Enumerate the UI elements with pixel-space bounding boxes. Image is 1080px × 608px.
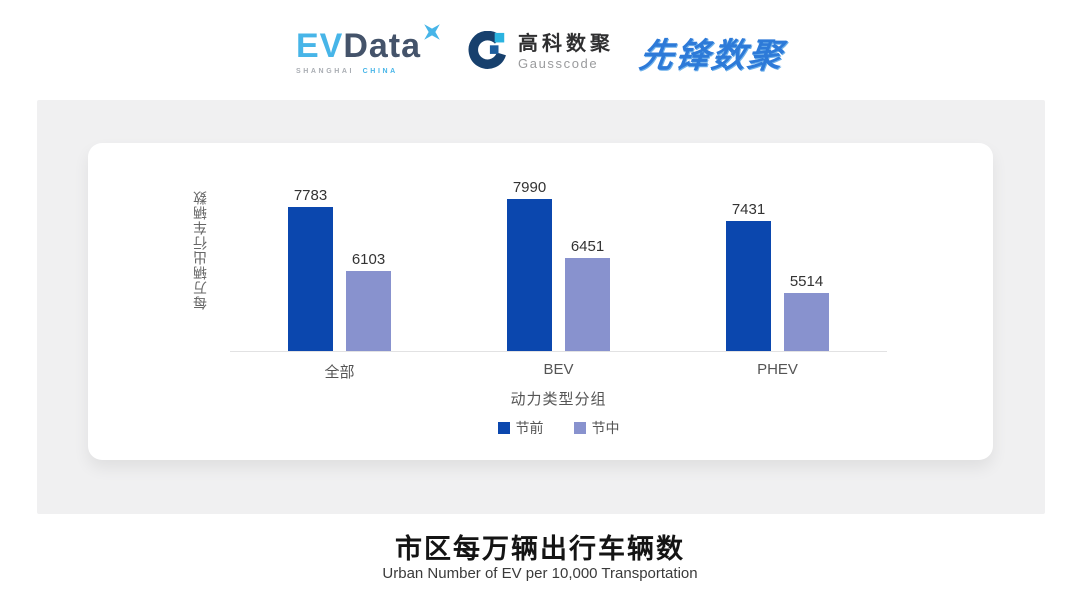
gausscode-en-text: Gausscode (518, 56, 599, 71)
bar-节前-全部 (288, 207, 333, 351)
bar-wrap-节中-全部: 6103 (346, 252, 391, 351)
legend-item-节中: 节中 (573, 418, 620, 438)
xianfeng-logo: 先锋数聚 (636, 36, 787, 75)
bar-value: 7431 (731, 201, 766, 218)
bar-wrap-节前-PHEV: 7431 (726, 202, 771, 351)
bar-节中-全部 (346, 271, 391, 351)
evdata-ev-text: EV (295, 27, 344, 65)
evdata-logo: EVData SHANGHAI CHINA (296, 24, 441, 75)
x-axis-label: 动力类型分组 (510, 391, 607, 408)
gausscode-logo: 高科数聚 Gausscode (467, 31, 614, 73)
bar-节中-PHEV (784, 293, 829, 351)
category-label: PHEV (757, 361, 798, 378)
plot-area: 7783 6103 7990 6451 7431 5514 (230, 162, 887, 352)
chart-title: 市区每万辆出行车辆数 (395, 534, 685, 564)
legend-label: 节中 (591, 420, 620, 436)
bar-wrap-节中-PHEV: 5514 (784, 274, 829, 351)
evdata-china-text: CHINA (362, 68, 398, 75)
evdata-wordmark: EVData (296, 29, 421, 63)
legend: 节前 节中 (230, 418, 887, 438)
bar-group-全部: 7783 6103 (230, 162, 449, 351)
gausscode-g-icon (468, 31, 506, 69)
evdata-subtitle: SHANGHAI CHINA (296, 68, 421, 75)
category-label: BEV (543, 361, 574, 378)
chart-subtitle: Urban Number of EV per 10,000 Transporta… (382, 565, 698, 582)
bar-wrap-节前-BEV: 7990 (507, 180, 552, 351)
bar-value: 7990 (512, 179, 547, 196)
bar-wrap-节中-BEV: 6451 (565, 239, 610, 351)
bar-节前-PHEV (726, 221, 771, 351)
legend-label: 节前 (515, 420, 544, 436)
gausscode-cn-text: 高科数聚 (518, 33, 615, 55)
y-axis-label: 每万辆出行车辆数 (192, 190, 208, 310)
evdata-data-text: Data (343, 27, 422, 65)
header-logos: EVData SHANGHAI CHINA 高科数聚 Gausscode 先锋数… (0, 14, 1080, 90)
category-label: 全部 (324, 364, 355, 381)
legend-swatch-icon (573, 422, 586, 434)
bar-value: 5514 (789, 273, 824, 290)
legend-swatch-icon (497, 422, 510, 434)
bar-value: 7783 (293, 187, 328, 204)
bar-节中-BEV (565, 258, 610, 351)
evdata-shanghai-text: SHANGHAI (295, 68, 355, 75)
bar-group-BEV: 7990 6451 (449, 162, 668, 351)
bar-value: 6451 (570, 238, 605, 255)
chart-card: 每万辆出行车辆数 7783 6103 7990 6451 7431 5514 全部 BEV P… (88, 143, 993, 460)
bar-wrap-节前-全部: 7783 (288, 188, 333, 351)
bar-节前-BEV (507, 199, 552, 351)
bar-value: 6103 (351, 251, 386, 268)
gausscode-text: 高科数聚 Gausscode (518, 33, 614, 71)
bar-group-PHEV: 7431 5514 (668, 162, 887, 351)
category-labels: 全部 BEV PHEV (230, 361, 887, 382)
legend-item-节前: 节前 (497, 418, 544, 438)
evdata-spark-icon (424, 24, 440, 40)
